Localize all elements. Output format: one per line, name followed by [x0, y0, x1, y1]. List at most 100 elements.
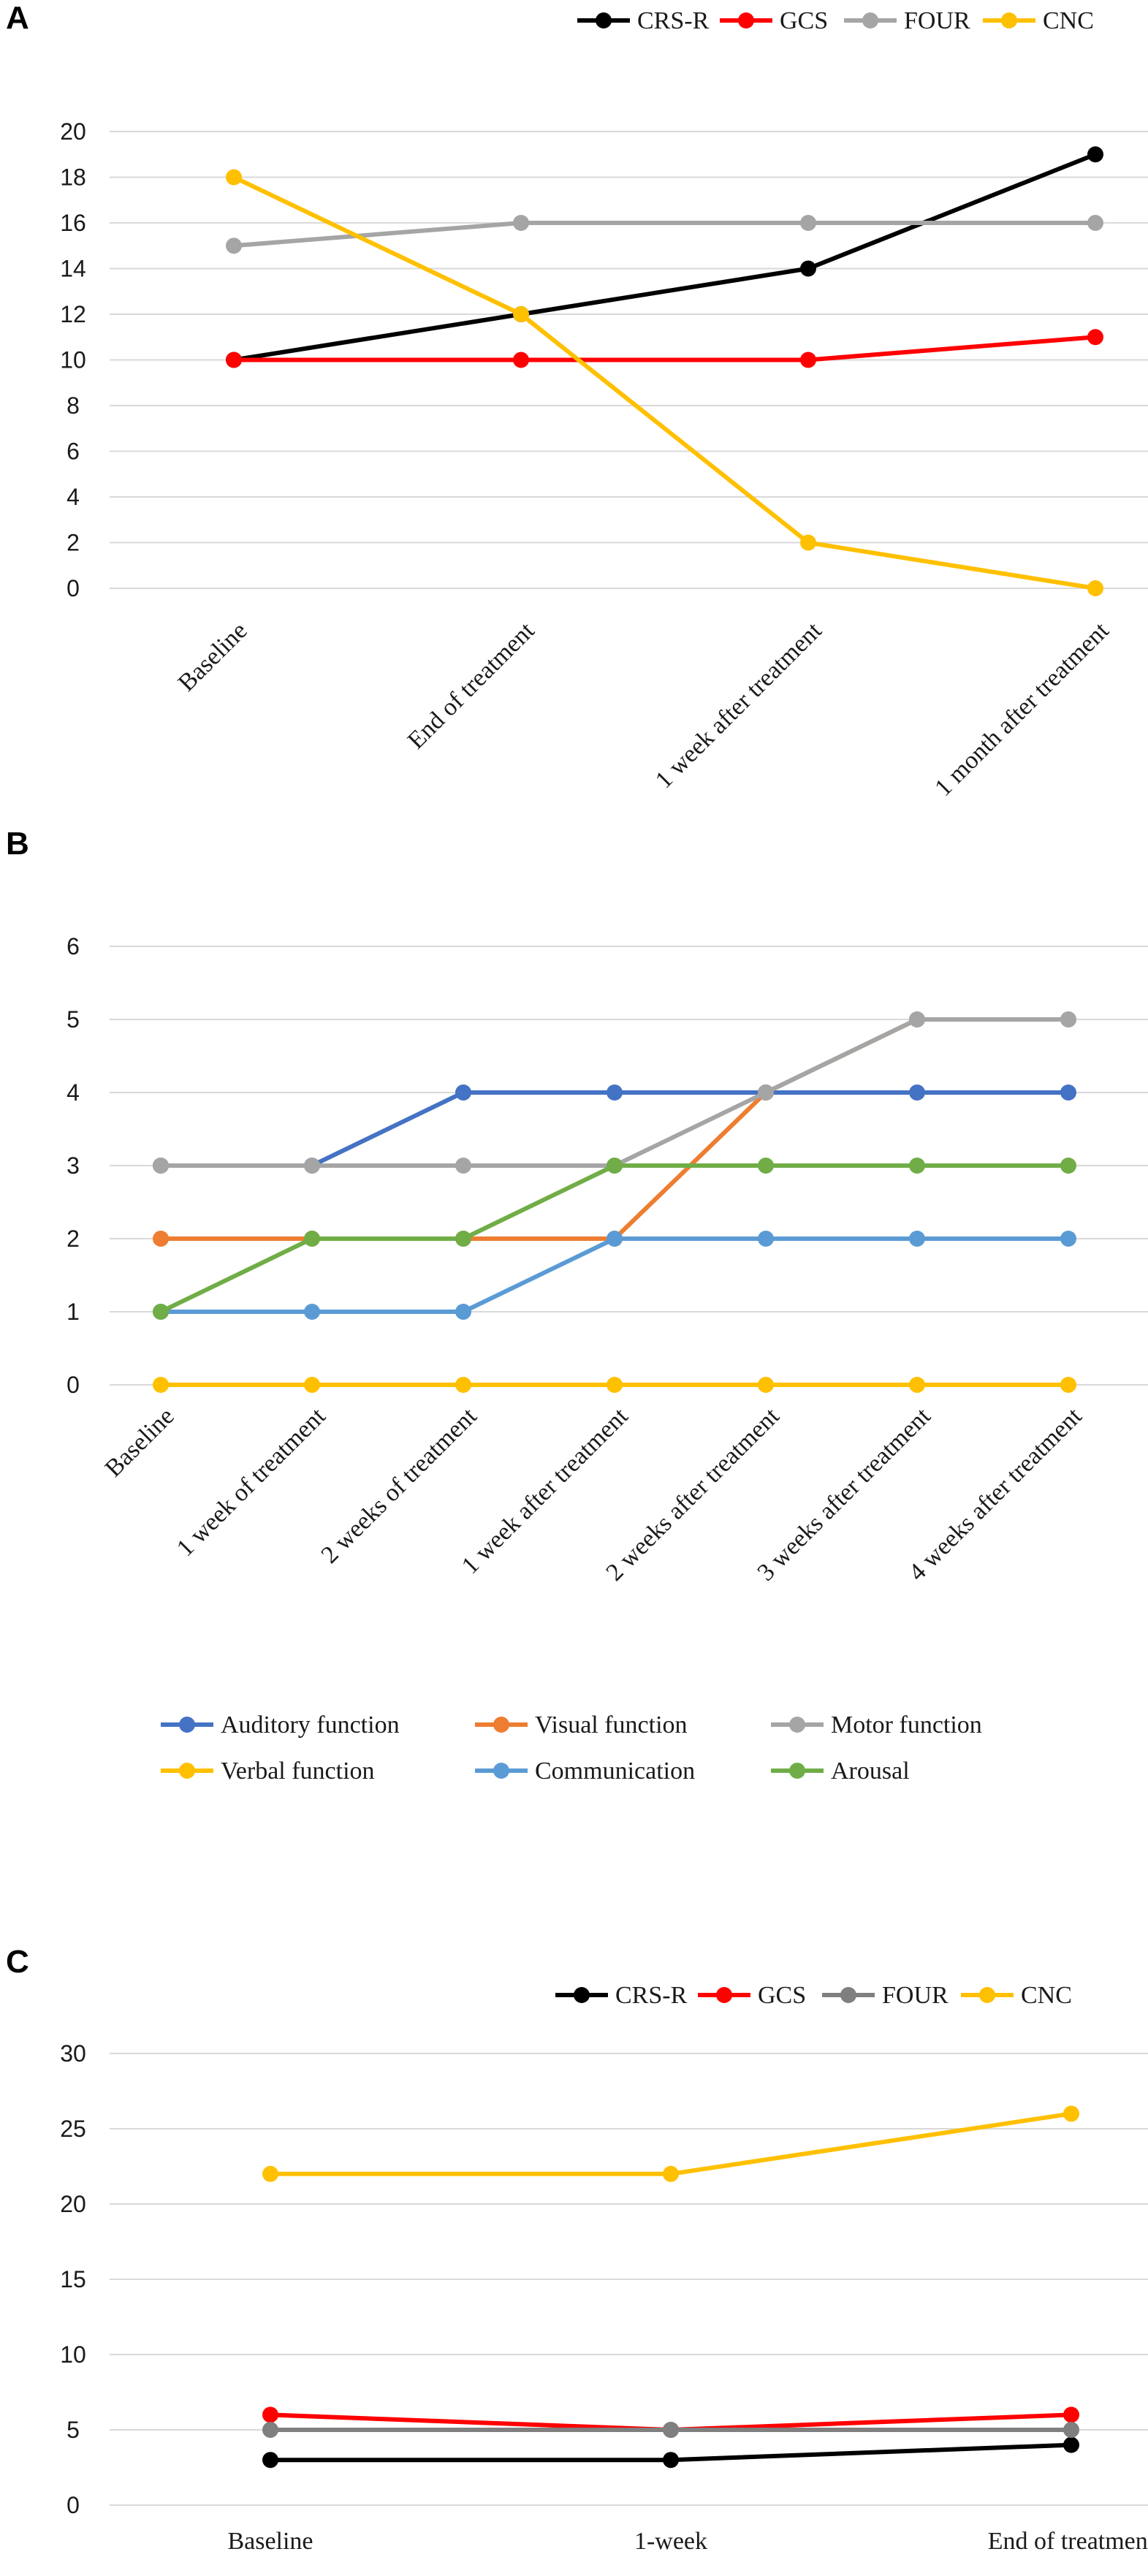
data-point	[153, 1377, 169, 1393]
legend-marker	[574, 1987, 590, 2003]
legend-marker	[493, 1717, 509, 1733]
data-point	[153, 1231, 169, 1247]
x-tick-label: 1 month after treatment	[930, 617, 1114, 802]
data-point	[758, 1377, 774, 1393]
data-point	[607, 1231, 623, 1247]
y-tick-label: 12	[60, 301, 86, 327]
data-point	[1063, 2436, 1079, 2453]
y-tick-label: 0	[66, 2492, 80, 2518]
data-point	[909, 1377, 925, 1393]
y-tick-label: 5	[66, 1006, 80, 1033]
legend-marker	[493, 1763, 509, 1779]
x-tick-label: 2 weeks after treatment	[601, 1402, 785, 1586]
legend-label: FOUR	[882, 1982, 949, 2009]
data-point	[758, 1084, 774, 1101]
data-point	[607, 1377, 623, 1393]
data-point	[304, 1231, 320, 1247]
data-point	[262, 2165, 278, 2182]
chart-a: 0 2 4 6 8 10 12 14 16 18 20 Baseline End of treatmen…	[60, 7, 1148, 802]
y-tick-label: 8	[66, 392, 80, 419]
data-point	[513, 306, 529, 322]
panel-c: C 0 5 10 15 20 25 30 Baseline 1-week End of treat…	[0, 1944, 1148, 2576]
legend-label: CRS-R	[637, 7, 710, 34]
chart-c: 0 5 10 15 20 25 30 Baseline 1-week End of treatme…	[60, 1982, 1148, 2555]
panel-label: C	[6, 1944, 29, 1980]
series-line-cnc	[232, 175, 1096, 590]
y-tick-label: 3	[66, 1152, 80, 1179]
panel-a: A 0 2 4 6 8 10 12 14 16 18 20 Baseline End of treatm…	[0, 0, 1148, 811]
data-point	[262, 2422, 278, 2438]
y-tick-label: 0	[66, 575, 80, 601]
y-tick-label: 10	[60, 347, 86, 373]
y-tick-label: 14	[60, 256, 86, 282]
legend-marker	[979, 1987, 995, 2003]
data-point	[226, 169, 242, 186]
y-tick-label: 2	[66, 530, 80, 556]
legend-label: CRS-R	[615, 1982, 688, 2009]
data-point	[304, 1304, 320, 1320]
data-point	[455, 1231, 471, 1247]
data-point	[1060, 1231, 1076, 1247]
data-point	[758, 1231, 774, 1247]
data-point	[513, 215, 529, 231]
series-line-four	[233, 221, 1095, 248]
legend-marker	[789, 1717, 805, 1733]
data-point	[1063, 2406, 1079, 2423]
data-point	[1060, 1084, 1076, 1101]
y-tick-label: 6	[66, 933, 80, 960]
legend-label: FOUR	[904, 7, 970, 34]
legend-label: Motor function	[831, 1711, 982, 1739]
data-point	[226, 238, 242, 254]
data-point	[1087, 580, 1103, 596]
data-point	[262, 2452, 278, 2469]
x-tick-label: End of treatment	[988, 2528, 1148, 2555]
panel-b: B 0 1 2 3 4 5 6 Baseline 1 week of treatment 2 we…	[0, 826, 1148, 1785]
x-tick-label: Baseline	[227, 2528, 313, 2555]
data-point	[455, 1377, 471, 1393]
y-tick-label: 4	[66, 484, 80, 510]
data-point	[909, 1158, 925, 1174]
data-point	[262, 2406, 278, 2423]
data-point	[455, 1084, 471, 1101]
y-tick-label: 25	[60, 2116, 86, 2142]
x-tick-label: 4 weeks after treatment	[904, 1402, 1087, 1586]
y-tick-label: 6	[66, 438, 80, 465]
panel-label: B	[6, 826, 29, 862]
legend-marker	[789, 1763, 805, 1779]
x-tick-label: Baseline	[173, 617, 253, 696]
y-tick-label: 18	[60, 164, 86, 191]
series-line-crs-r	[233, 152, 1097, 362]
x-tick-label: 2 weeks of treatment	[316, 1402, 482, 1568]
y-tick-label: 20	[60, 2191, 86, 2217]
y-tick-label: 10	[60, 2341, 86, 2368]
data-point	[455, 1304, 471, 1320]
data-point	[1060, 1158, 1076, 1174]
y-tick-label: 16	[60, 210, 86, 236]
data-point	[1087, 146, 1103, 163]
data-point	[1063, 2422, 1079, 2438]
legend-label: CNC	[1043, 7, 1094, 34]
data-point	[800, 215, 816, 231]
y-tick-label: 0	[66, 1372, 80, 1398]
data-point	[663, 2422, 679, 2438]
legend-marker	[738, 12, 754, 29]
legend-label: Auditory function	[221, 1711, 400, 1739]
data-point	[1060, 1011, 1076, 1027]
y-tick-label: 1	[66, 1299, 80, 1325]
legend-marker	[179, 1763, 195, 1779]
data-point	[800, 260, 816, 277]
series-line-communication	[161, 1236, 1068, 1314]
legend-marker	[179, 1717, 195, 1733]
y-tick-label: 30	[60, 2040, 86, 2067]
data-point	[153, 1158, 169, 1174]
data-point	[909, 1231, 925, 1247]
y-tick-label: 20	[60, 118, 86, 145]
x-tick-label: Baseline	[100, 1402, 180, 1482]
data-point	[758, 1158, 774, 1174]
data-point	[1087, 329, 1103, 346]
data-point	[607, 1084, 623, 1101]
data-point	[513, 352, 529, 368]
y-tick-label: 2	[66, 1226, 80, 1252]
legend-marker	[1001, 12, 1017, 29]
